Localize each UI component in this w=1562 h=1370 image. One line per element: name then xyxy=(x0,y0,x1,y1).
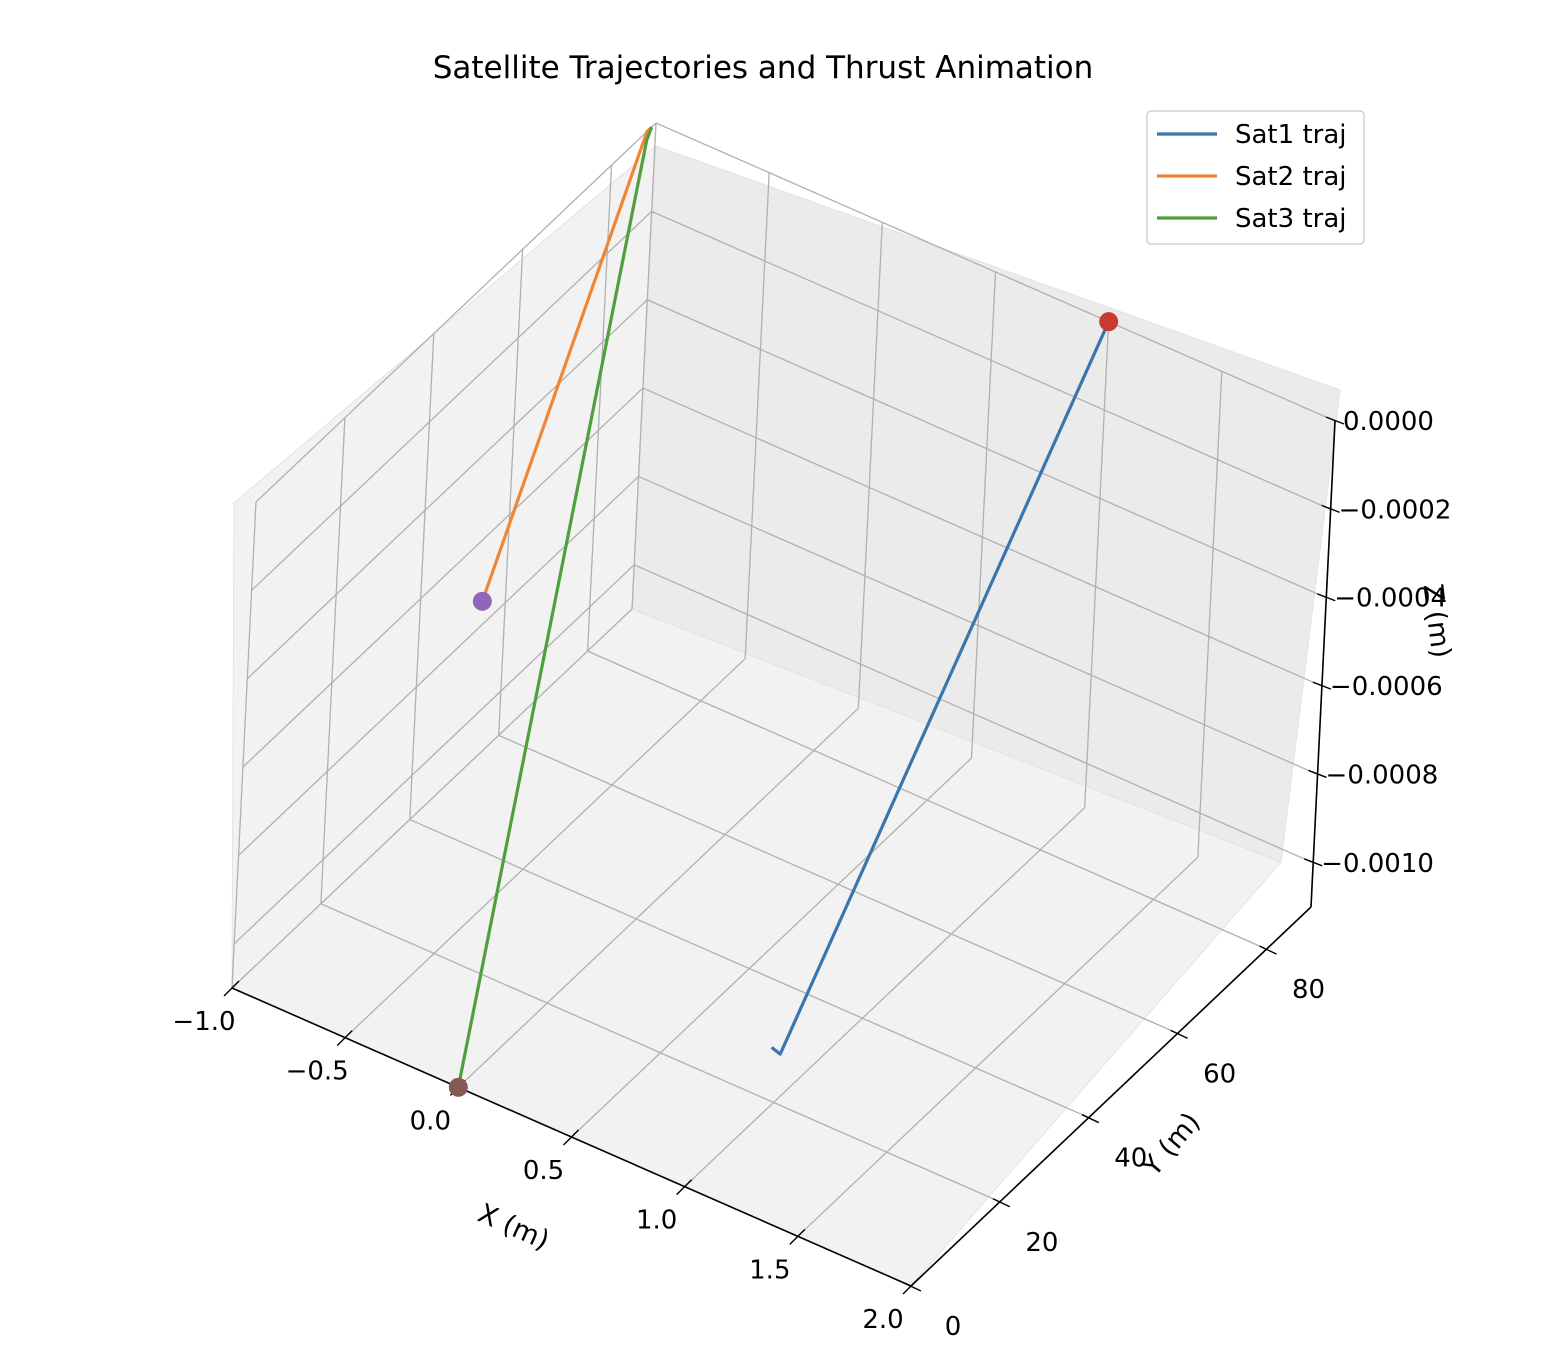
x-tick-mark xyxy=(336,1030,353,1047)
legend-label: Sat3 traj xyxy=(1235,204,1346,234)
x-grid-floor xyxy=(344,658,746,1039)
satellite-marker xyxy=(472,591,492,611)
series-group xyxy=(448,126,1119,1097)
x-tick-mark xyxy=(676,1179,693,1196)
chart-title: Satellite Trajectories and Thrust Animat… xyxy=(433,50,1094,86)
z-tick-mark xyxy=(1317,593,1336,602)
x-grid-floor xyxy=(457,707,859,1088)
x-tick-label: 2.0 xyxy=(862,1305,903,1335)
x-grid-floor xyxy=(571,757,972,1138)
y-tick-label: 60 xyxy=(1203,1059,1236,1089)
x-grid-back xyxy=(857,222,883,709)
x-grid-floor xyxy=(684,807,1086,1188)
z-grid-back xyxy=(655,122,1336,422)
y-tick-mark xyxy=(992,1198,1011,1208)
y-grid-floor xyxy=(409,818,1090,1119)
y-grid-floor xyxy=(498,734,1178,1034)
z-grid-left xyxy=(242,387,644,768)
legend-box xyxy=(1146,110,1365,245)
x-axis-label: X (m) xyxy=(473,1198,554,1257)
z-tick-label: −0.0002 xyxy=(1339,495,1452,525)
x-tick-label: 0.0 xyxy=(410,1106,451,1136)
y-grid-left xyxy=(498,249,524,736)
satellite-marker xyxy=(448,1077,468,1097)
x-tick-mark xyxy=(223,980,240,997)
z-tick-label: −0.0008 xyxy=(1326,760,1439,790)
z-tick-label: 0.0000 xyxy=(1343,407,1434,437)
grid-lines xyxy=(231,122,1336,1287)
y-tick-label: 0 xyxy=(945,1312,962,1342)
y-tick-label: 20 xyxy=(1025,1228,1058,1258)
x-tick-label: −1.0 xyxy=(172,1007,235,1037)
y-grid-left xyxy=(409,333,435,820)
z-grid-back xyxy=(638,475,1318,776)
y-tick-label: 40 xyxy=(1114,1144,1147,1174)
y-tick-mark xyxy=(1170,1029,1188,1039)
x-tick-mark xyxy=(789,1228,806,1245)
axes-panes xyxy=(231,144,1341,1287)
trajectory-line xyxy=(770,321,1111,1056)
z-grid-left xyxy=(251,210,653,591)
z-grid-left xyxy=(233,564,635,945)
z-tick-label: −0.0004 xyxy=(1334,584,1447,614)
trajectory-line xyxy=(456,126,654,1088)
z-grid-back xyxy=(642,387,1323,687)
satellite-marker xyxy=(1099,312,1119,332)
x-tick-label: 1.0 xyxy=(636,1206,677,1236)
y-grid-left xyxy=(320,417,346,904)
z-tick-mark xyxy=(1308,769,1327,779)
x-grid-floor xyxy=(797,856,1199,1237)
z-tick-label: −0.0006 xyxy=(1330,672,1443,702)
z-tick-mark xyxy=(1312,681,1332,690)
y-grid-floor xyxy=(587,650,1267,950)
y-grid-floor xyxy=(320,903,1001,1203)
z-grid-left xyxy=(238,475,639,856)
x-tick-label: 0.5 xyxy=(523,1156,564,1186)
x-grid-back xyxy=(744,172,770,659)
x-grid-back xyxy=(631,122,657,610)
legend-label: Sat1 traj xyxy=(1235,120,1346,150)
y-axis-line xyxy=(910,906,1312,1287)
legend: Sat1 traj Sat2 traj Sat3 traj xyxy=(1146,110,1365,245)
z-tick-mark xyxy=(1303,858,1323,867)
z-grid-back xyxy=(633,564,1314,864)
x-tick-mark xyxy=(563,1129,579,1146)
z-grid-left xyxy=(255,122,657,503)
z-tick-mark xyxy=(1321,504,1340,514)
y-tick-mark xyxy=(903,1282,922,1292)
z-grid-back xyxy=(651,210,1331,510)
z-axis-line xyxy=(1310,420,1336,908)
x-grid-back xyxy=(1084,321,1110,808)
legend-label: Sat2 traj xyxy=(1235,162,1346,192)
x-grid-back xyxy=(1197,371,1223,858)
legend-items: Sat1 traj Sat2 traj Sat3 traj xyxy=(1157,120,1346,234)
y-tick-label: 80 xyxy=(1292,975,1325,1005)
z-tick-label: −0.0010 xyxy=(1321,849,1434,879)
x-grid-back xyxy=(970,271,997,759)
y-grid-left xyxy=(231,501,257,989)
x-tick-label: 1.5 xyxy=(749,1255,790,1285)
z-grid-left xyxy=(246,299,648,680)
y-tick-mark xyxy=(1081,1113,1100,1124)
z-tick-mark xyxy=(1325,416,1345,425)
x-tick-label: −0.5 xyxy=(286,1057,349,1087)
z-grid-back xyxy=(647,299,1327,599)
y-tick-mark xyxy=(1259,945,1277,955)
x-grid-floor xyxy=(231,608,633,989)
